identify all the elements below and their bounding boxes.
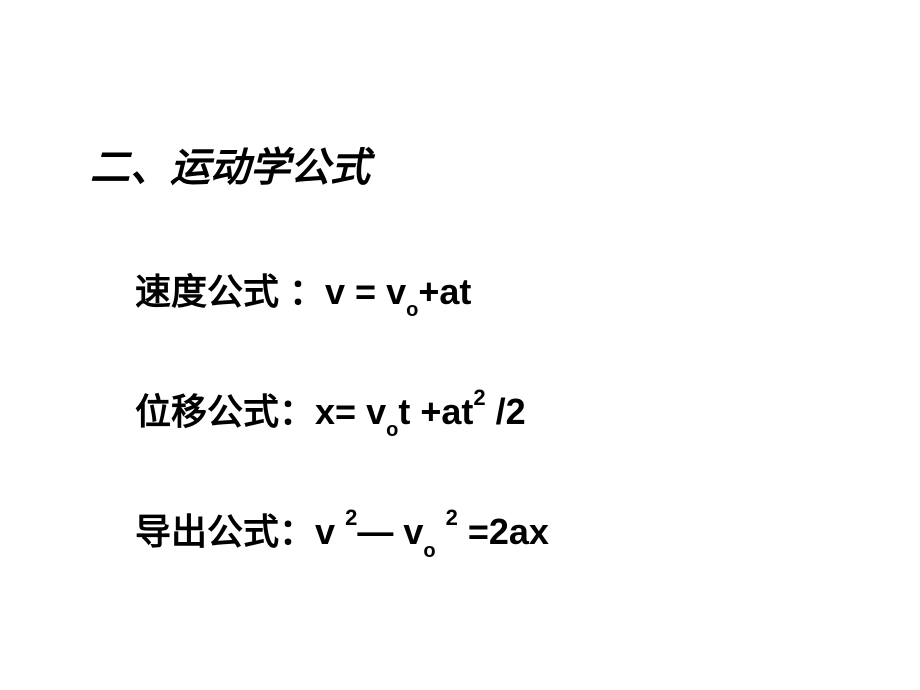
displacement-eq: = xyxy=(335,391,366,432)
displacement-at-sup: 2 xyxy=(473,385,485,410)
section-heading: 二、运动学公式 xyxy=(90,135,920,193)
displacement-plus: + xyxy=(420,391,441,432)
displacement-formula: 位移公式：x= vot +at2 /2 xyxy=(135,383,920,438)
displacement-v0-sub: o xyxy=(386,419,398,441)
derived-v0-sup: 2 xyxy=(446,505,458,530)
velocity-label: 速度公式 ： xyxy=(135,271,325,312)
derived-label: 导出公式： xyxy=(135,511,315,552)
derived-formula: 导出公式：v 2— vo 2 =2ax xyxy=(135,503,920,558)
derived-v-base: v xyxy=(315,511,335,552)
displacement-label: 位移公式： xyxy=(135,391,315,432)
velocity-v0-sub: o xyxy=(406,299,418,321)
derived-v-sup: 2 xyxy=(345,505,357,530)
displacement-v0-base: v xyxy=(366,391,386,432)
velocity-eq: = xyxy=(345,271,386,312)
derived-2ax: 2ax xyxy=(489,511,549,552)
velocity-var-v: v xyxy=(325,271,345,312)
displacement-x: x xyxy=(315,391,335,432)
displacement-divide: /2 xyxy=(486,391,526,432)
velocity-at: at xyxy=(439,271,471,312)
derived-v0-base: v xyxy=(403,511,423,552)
displacement-t: t xyxy=(398,391,420,432)
derived-minus: — xyxy=(357,511,403,552)
slide-content: 二、运动学公式 速度公式 ：v = vo+at 位移公式：x= vot +at2… xyxy=(0,0,920,559)
velocity-plus: + xyxy=(418,271,439,312)
derived-eq: = xyxy=(458,511,489,552)
displacement-at-base: at xyxy=(441,391,473,432)
velocity-formula: 速度公式 ：v = vo+at xyxy=(135,263,920,318)
derived-v0-sub: o xyxy=(423,540,435,562)
velocity-v0-base: v xyxy=(386,271,406,312)
